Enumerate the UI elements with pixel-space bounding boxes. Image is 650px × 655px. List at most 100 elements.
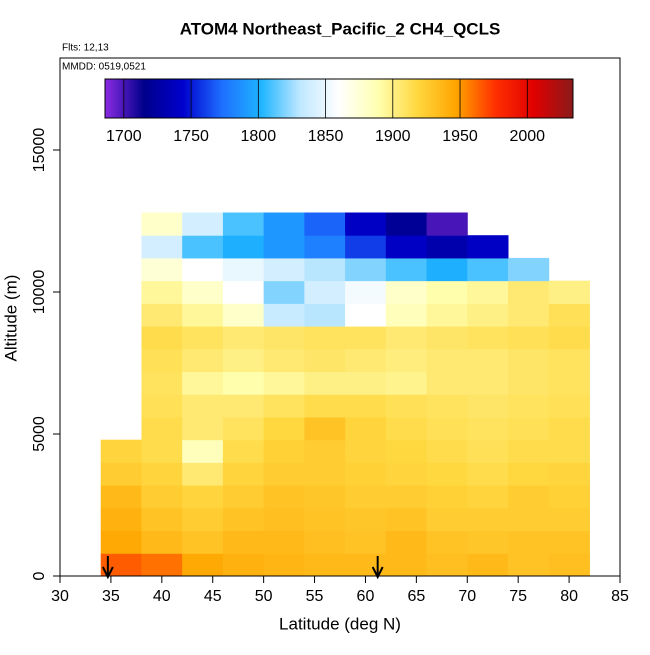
heat-cell	[385, 553, 428, 577]
colorbar-tick-label: 2000	[509, 128, 545, 145]
y-tick-label: 10000	[31, 270, 48, 315]
heat-cell	[508, 303, 550, 327]
heat-cell	[548, 394, 590, 418]
heat-cell	[222, 348, 265, 373]
heat-cell	[263, 212, 305, 236]
heat-cell	[222, 530, 265, 554]
heat-cell	[182, 348, 224, 373]
heat-cell	[426, 507, 468, 532]
heat-cell	[508, 507, 550, 532]
heat-cell	[548, 280, 590, 304]
heat-cell	[304, 326, 346, 350]
colorbar-tick-label: 1750	[173, 128, 209, 145]
x-tick-label: 75	[509, 588, 527, 605]
heat-cell	[304, 462, 346, 486]
heat-cell	[385, 257, 428, 282]
colorbar-tick-label: 1850	[308, 128, 344, 145]
heat-cell	[141, 439, 183, 463]
heat-cell	[141, 371, 183, 395]
heat-cell	[182, 326, 224, 350]
heat-cell	[222, 553, 265, 577]
heat-cell	[182, 462, 224, 486]
heat-cell	[426, 326, 468, 350]
heat-cell	[345, 485, 387, 509]
heat-cell	[141, 348, 183, 373]
heat-cell	[182, 257, 224, 282]
heat-cell	[345, 348, 387, 373]
heat-cell	[426, 530, 468, 554]
heat-cell	[222, 280, 265, 304]
heat-cell	[345, 530, 387, 554]
plot-frame	[59, 57, 621, 577]
heat-cell	[385, 485, 428, 509]
heat-cell	[508, 280, 550, 304]
heat-cell	[508, 485, 550, 509]
heat-cell	[385, 530, 428, 554]
heat-cell	[141, 485, 183, 509]
heat-cell	[263, 257, 305, 282]
heat-cell	[222, 303, 265, 327]
arrow-head	[101, 566, 114, 580]
heat-cell	[508, 394, 550, 418]
heat-cell	[548, 507, 590, 532]
heat-cell	[141, 507, 183, 532]
chart-title: ATOM4 Northeast_Pacific_2 CH4_QCLS	[180, 19, 501, 38]
heat-cell	[345, 303, 387, 327]
heat-cell	[385, 348, 428, 373]
heat-cell	[263, 326, 305, 350]
heat-cell	[263, 280, 305, 304]
heat-cell	[467, 439, 509, 463]
heat-cell	[385, 462, 428, 486]
colorbar-tick-label: 1700	[106, 128, 142, 145]
heat-cell	[345, 507, 387, 532]
heat-cell	[100, 439, 142, 463]
heat-cell	[304, 553, 346, 577]
heat-cell	[508, 348, 550, 373]
heat-cell	[304, 257, 346, 282]
heat-cell	[141, 326, 183, 350]
heat-cell	[548, 303, 590, 327]
heatmap	[100, 212, 590, 577]
heat-cell	[182, 439, 224, 463]
heat-cell	[263, 371, 305, 395]
heat-cell	[263, 530, 305, 554]
heat-cell	[182, 416, 224, 441]
x-tick-label: 80	[560, 588, 578, 605]
heat-cell	[467, 303, 509, 327]
heat-cell	[100, 530, 142, 554]
heat-cell	[263, 462, 305, 486]
heat-cell	[345, 439, 387, 463]
heat-cell	[548, 416, 590, 441]
heat-cell	[141, 257, 183, 282]
heat-cell	[508, 462, 550, 486]
heat-cell	[263, 485, 305, 509]
heat-cell	[222, 257, 265, 282]
heat-cell	[141, 235, 183, 259]
x-tick-label: 55	[306, 588, 324, 605]
heat-cell	[467, 394, 509, 418]
heat-cell	[263, 507, 305, 532]
heat-cell	[182, 485, 224, 509]
heat-cell	[548, 439, 590, 463]
heat-cell	[141, 462, 183, 486]
heat-cell	[508, 371, 550, 395]
heat-cell	[345, 257, 387, 282]
heat-cell	[100, 485, 142, 509]
heat-cell	[222, 416, 265, 441]
heat-cell	[304, 303, 346, 327]
heat-cell	[141, 416, 183, 441]
heat-cell	[222, 326, 265, 350]
heat-cell	[426, 303, 468, 327]
heat-cell	[467, 257, 509, 282]
heat-cell	[467, 485, 509, 509]
heat-cell	[345, 416, 387, 441]
x-tick-label: 85	[611, 588, 629, 605]
heat-cell	[141, 212, 183, 236]
heat-cell	[263, 348, 305, 373]
heat-cell	[508, 416, 550, 441]
heat-cell	[426, 462, 468, 486]
heat-cell	[467, 348, 509, 373]
heat-cell	[426, 439, 468, 463]
arrow-head	[371, 566, 384, 580]
heat-cell	[467, 507, 509, 532]
